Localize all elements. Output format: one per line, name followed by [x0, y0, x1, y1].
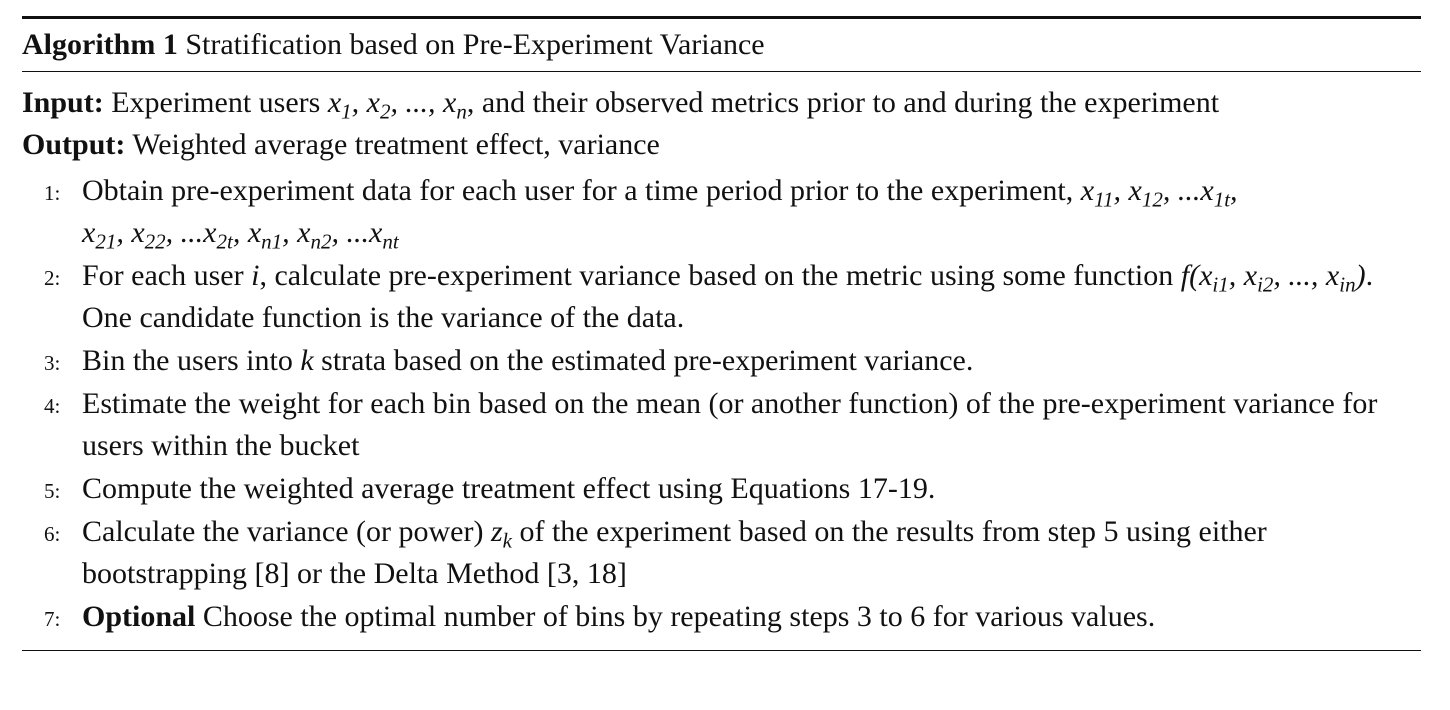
algorithm-caption: Algorithm 1 Stratification based on Pre-…	[22, 19, 1421, 71]
algorithm-block: Algorithm 1 Stratification based on Pre-…	[22, 16, 1421, 651]
output-line: Output: Weighted average treatment effec…	[22, 124, 1421, 166]
step-1: 1: Obtain pre-experiment data for each u…	[22, 170, 1421, 254]
step-6: 6: Calculate the variance (or power) zk …	[22, 511, 1421, 595]
caption-rule	[22, 71, 1421, 72]
step-text: , calculate pre-experiment variance base…	[259, 259, 1174, 292]
step-text: Estimate the weight for each bin based o…	[82, 387, 1378, 462]
step-number: 7:	[44, 607, 61, 631]
step-3: 3: Bin the users into k strata based on …	[22, 340, 1421, 382]
step-keyword: Optional	[82, 600, 196, 633]
step-text: Choose the optimal number of bins by rep…	[202, 600, 1156, 633]
step-text: Obtain pre-experiment data for each user…	[82, 174, 1074, 207]
step-text: For each user	[82, 259, 244, 292]
output-text: Weighted average treatment effect, varia…	[132, 128, 660, 161]
bottom-rule	[22, 650, 1421, 651]
algorithm-steps: 1: Obtain pre-experiment data for each u…	[22, 170, 1421, 638]
input-line: Input: Experiment users x1, x2, ..., xn,…	[22, 82, 1421, 124]
input-vars: x1, x2, ..., xn	[327, 86, 467, 124]
step-number: 2:	[44, 266, 61, 290]
step-math: f(xi1, xi2, ..., xin)	[1180, 259, 1366, 297]
step-var: i	[251, 259, 260, 292]
input-section: Input: Experiment users x1, x2, ..., xn,…	[22, 82, 1421, 166]
step-number: 6:	[44, 522, 61, 546]
step-var: k	[300, 344, 314, 377]
step-math: x11, x12, ...x1t,	[1080, 174, 1238, 212]
step-7: 7: Optional Choose the optimal number of…	[22, 596, 1421, 638]
step-5: 5: Compute the weighted average treatmen…	[22, 468, 1421, 510]
input-label: Input:	[22, 86, 104, 119]
step-number: 3:	[44, 351, 61, 375]
step-text: . One candidate function is the variance…	[82, 259, 1374, 334]
step-number: 1:	[44, 181, 61, 205]
output-label: Output:	[22, 128, 126, 161]
step-text: Bin the users into	[82, 344, 293, 377]
step-text: strata based on the estimated pre-experi…	[321, 344, 974, 377]
step-2: 2: For each user i, calculate pre-experi…	[22, 255, 1421, 339]
algorithm-label: Algorithm 1	[22, 28, 178, 61]
step-text: Calculate the variance (or power)	[82, 515, 484, 548]
step-text: Compute the weighted average treatment e…	[82, 472, 936, 505]
algorithm-title: Stratification based on Pre-Experiment V…	[185, 28, 765, 61]
step-number: 5:	[44, 479, 61, 503]
input-text-a: Experiment users	[111, 86, 321, 119]
step-math: x21, x22, ...x2t, xn1, xn2, ...xnt	[82, 216, 399, 254]
top-rule	[22, 16, 1421, 19]
step-text: of the experiment based on the results f…	[82, 515, 1267, 590]
step-var: zk	[490, 515, 512, 553]
step-number: 4:	[44, 394, 61, 418]
step-4: 4: Estimate the weight for each bin base…	[22, 383, 1421, 467]
input-text-b: , and their observed metrics prior to an…	[466, 86, 1220, 119]
